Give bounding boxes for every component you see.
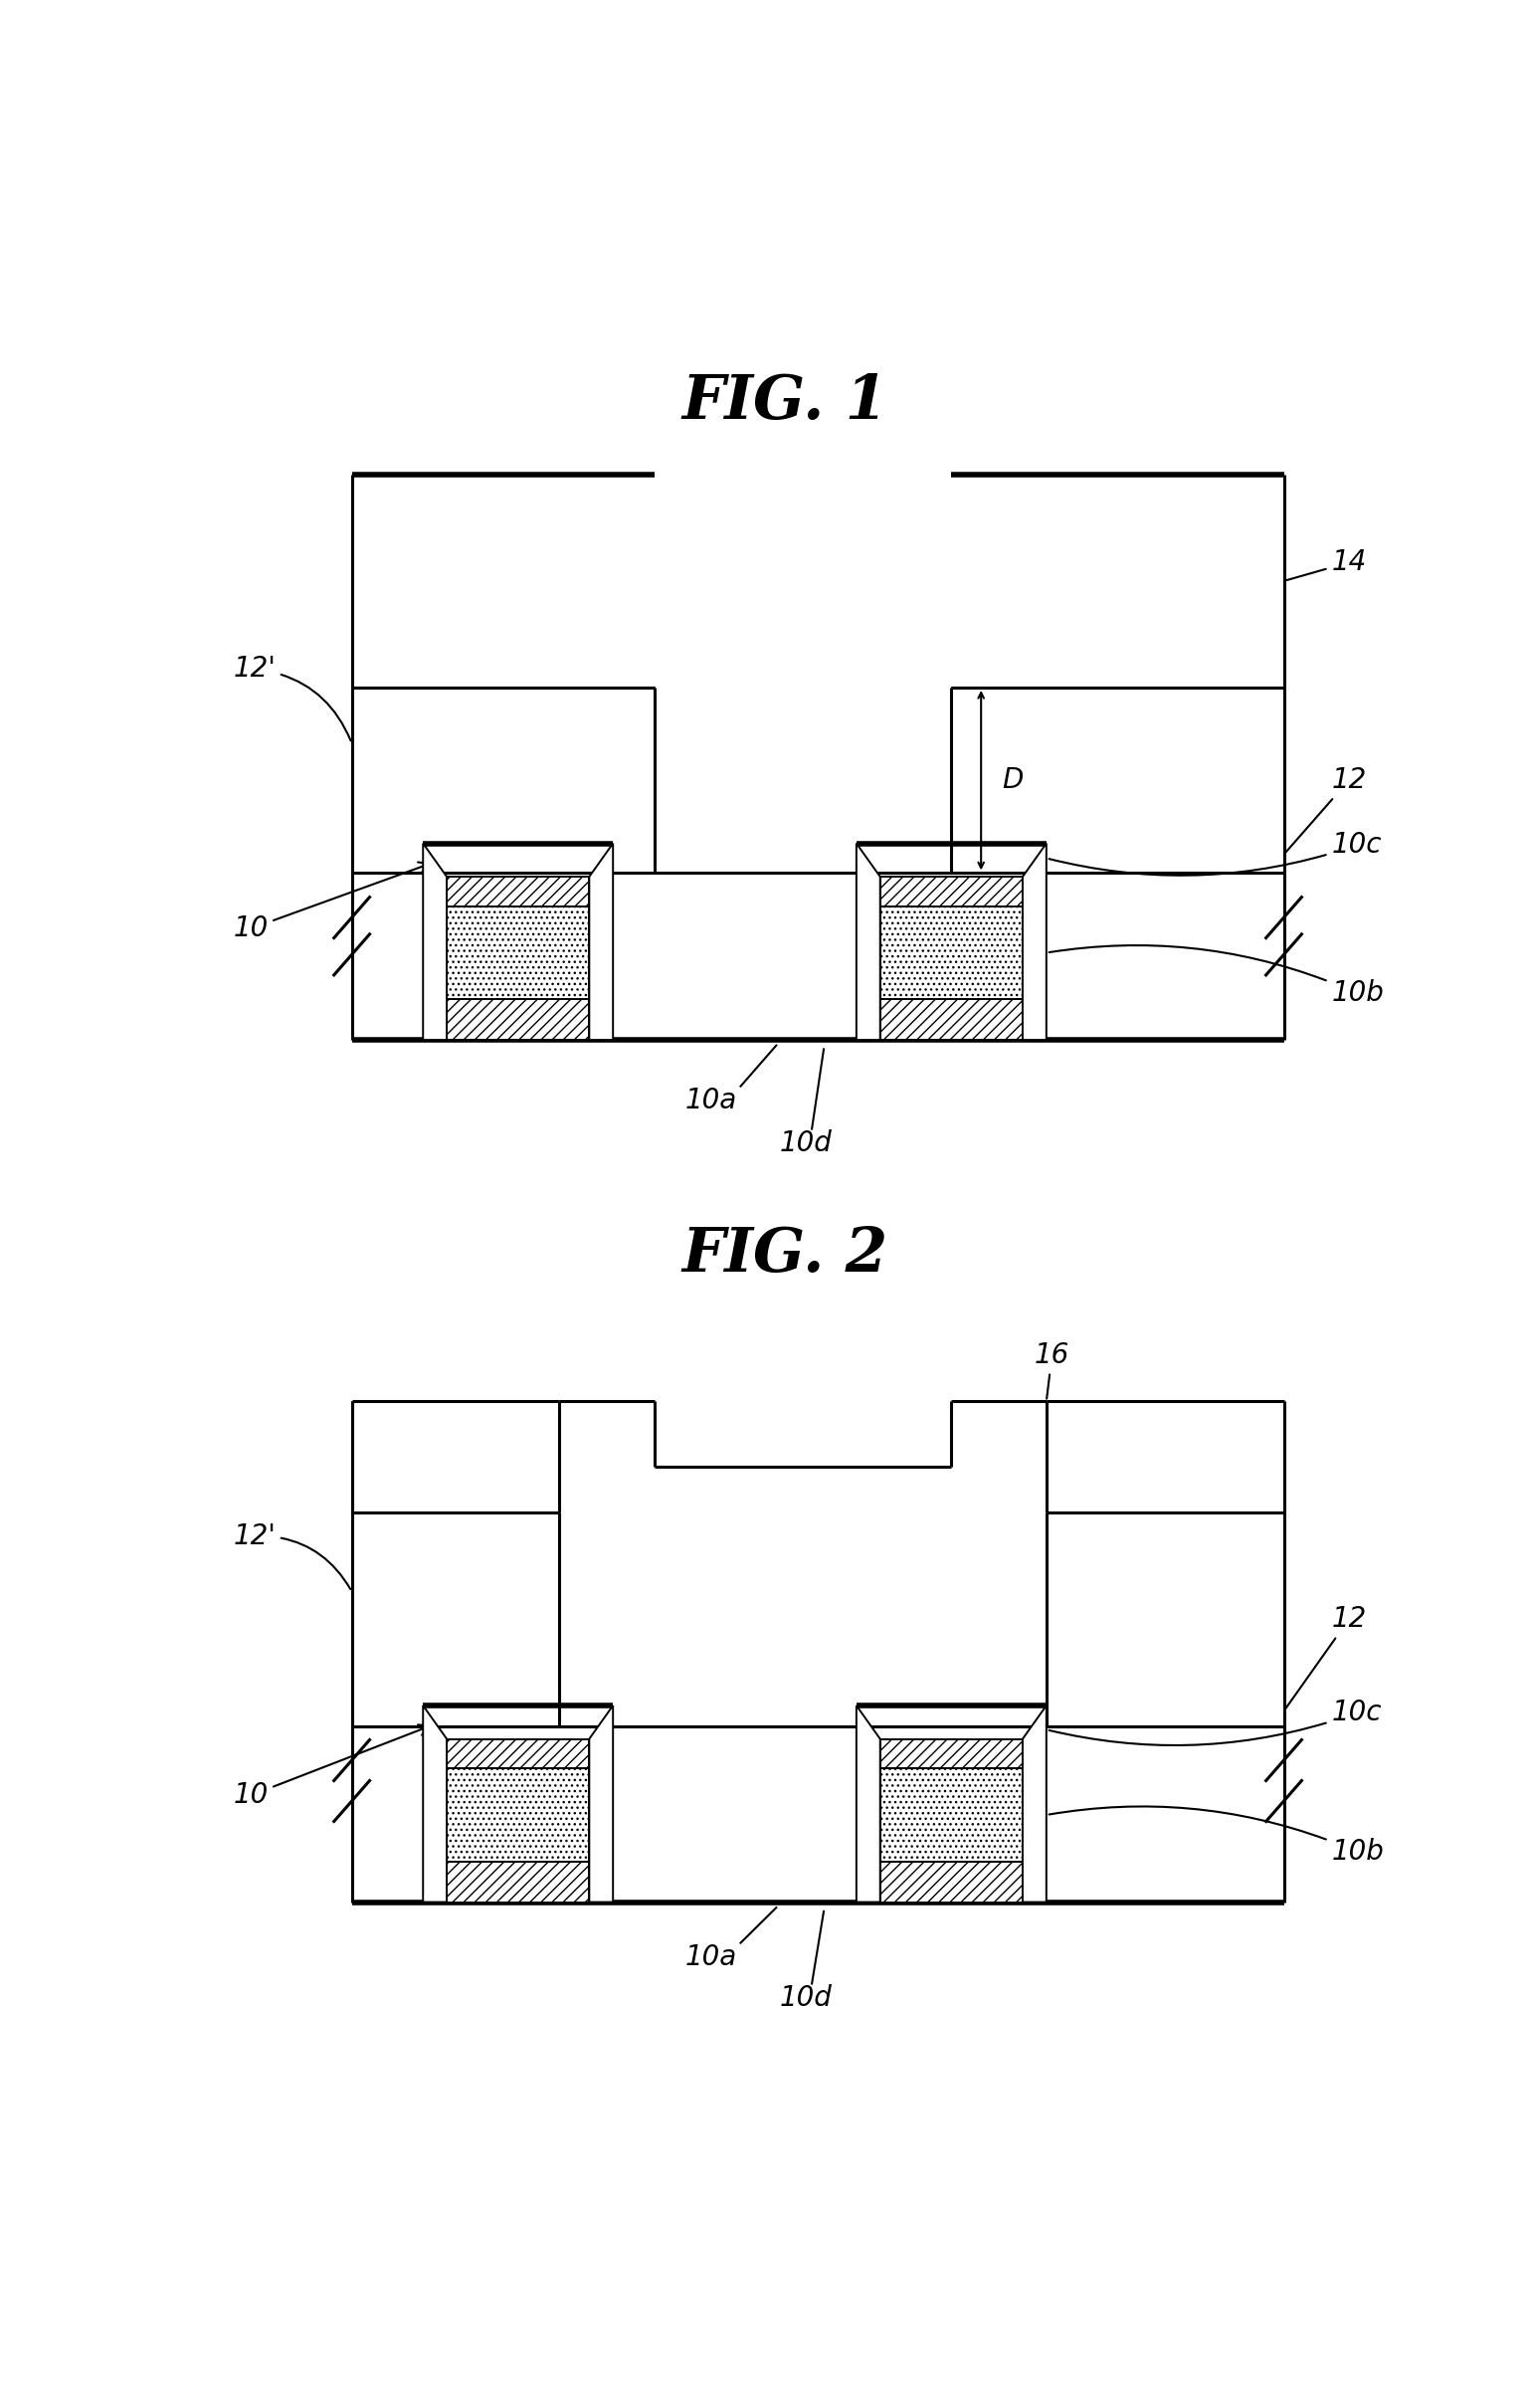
Bar [447,1739,590,1767]
Polygon shape [856,1705,881,1902]
Text: 10a: 10a [685,1086,737,1115]
Bar [447,1861,590,1902]
Bar [881,1739,1023,1767]
Polygon shape [423,843,447,1040]
Text: 12: 12 [1285,1606,1367,1710]
Text: 16: 16 [1034,1341,1069,1399]
Text: 12': 12' [233,1522,351,1589]
Text: 10c: 10c [1049,831,1382,877]
Text: 10d: 10d [780,1129,832,1156]
Bar [447,1767,590,1861]
Bar [881,999,1023,1040]
Text: 10: 10 [233,862,430,942]
Bar [881,905,1023,999]
Polygon shape [590,843,613,1040]
Text: 10c: 10c [1049,1700,1382,1746]
Bar [447,999,590,1040]
Text: 10b: 10b [1049,1806,1383,1866]
Bar [881,1767,1023,1861]
Bar [881,1861,1023,1902]
Polygon shape [856,843,881,1040]
Text: 12': 12' [233,655,351,742]
Text: 12: 12 [1285,766,1367,852]
Text: 10d: 10d [780,1984,832,2011]
Text: 10a: 10a [685,1943,737,1970]
Bar [447,905,590,999]
Polygon shape [1022,1705,1046,1902]
Text: FIG. 2: FIG. 2 [682,1226,889,1286]
Text: FIG. 1: FIG. 1 [682,373,889,431]
Polygon shape [423,1705,447,1902]
Bar [447,877,590,905]
Text: 10: 10 [233,1724,430,1808]
Bar [881,877,1023,905]
Text: 10b: 10b [1049,946,1383,1007]
Polygon shape [590,1705,613,1902]
Text: D: D [1002,766,1023,795]
Polygon shape [1022,843,1046,1040]
Text: 14: 14 [1287,549,1367,580]
